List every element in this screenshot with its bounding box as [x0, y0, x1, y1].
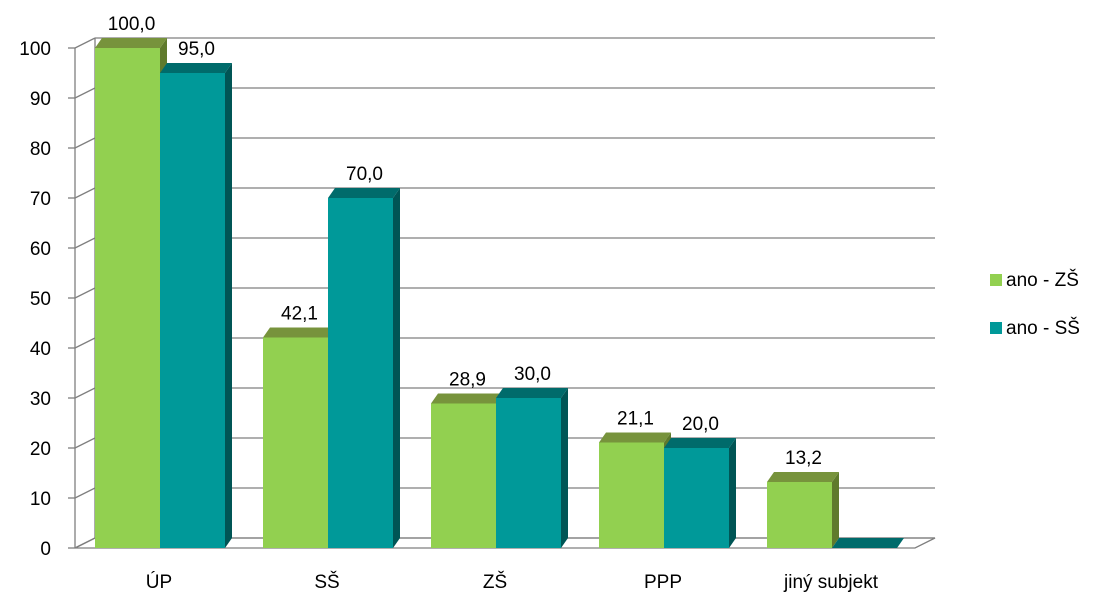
bar-top — [767, 472, 839, 482]
data-label-ano-zs-up: 100,0 — [108, 14, 156, 35]
bar-ano-ss-ppp — [664, 438, 736, 548]
gridline-depth — [74, 487, 96, 499]
legend-label: ano - ZŠ — [1006, 269, 1079, 291]
x-tick-label: ÚP — [146, 571, 172, 593]
y-tick-label: 80 — [30, 139, 51, 160]
legend: ano - ZŠ ano - SŠ — [990, 269, 1080, 339]
data-label-ano-ss-zs: 30,0 — [514, 364, 551, 385]
bar-ano-ss-ss — [328, 188, 400, 548]
data-label-ano-zs-jiny-subjekt: 13,2 — [785, 448, 822, 469]
bar-top — [496, 388, 568, 398]
bar-top — [95, 38, 167, 48]
gridline-depth — [74, 87, 96, 99]
bar-side — [729, 438, 736, 548]
bar-side — [561, 388, 568, 548]
bar-front — [496, 398, 561, 548]
y-tick-label: 60 — [30, 239, 51, 260]
legend-label: ano - SŠ — [1006, 317, 1080, 339]
bar-top — [328, 188, 400, 198]
bar-ano-zs-zs — [431, 393, 503, 548]
data-label-ano-ss-ppp: 20,0 — [682, 414, 719, 435]
legend-swatch — [990, 322, 1002, 334]
y-tick-label: 70 — [30, 189, 51, 210]
bar-front — [767, 482, 832, 548]
bar-top — [160, 63, 232, 73]
y-tick-label: 50 — [30, 289, 51, 310]
gridline-depth — [74, 437, 96, 449]
bar-side — [832, 472, 839, 548]
y-tick-label: 20 — [30, 439, 51, 460]
legend-swatch — [990, 274, 1002, 286]
legend-item-ano-ss: ano - SŠ — [990, 317, 1080, 339]
bar-ano-zs-ss — [263, 327, 335, 548]
bar-top — [664, 438, 736, 448]
bar-front — [664, 448, 729, 548]
bar-front — [431, 403, 496, 548]
data-label-ano-zs-ss: 42,1 — [281, 304, 318, 325]
bar-ano-ss-zs — [496, 388, 568, 548]
y-tick-label: 40 — [30, 339, 51, 360]
bar-top — [599, 432, 671, 443]
y-tick-label: 10 — [30, 489, 51, 510]
x-tick-label: jiný subjekt — [783, 572, 879, 593]
data-label-ano-ss-ss: 70,0 — [346, 164, 383, 185]
bar-front — [599, 442, 664, 548]
data-label-ano-zs-ppp: 21,1 — [617, 409, 654, 430]
gridline-depth — [74, 187, 96, 199]
data-label-ano-zs-zs: 28,9 — [449, 370, 486, 391]
bar-front — [263, 337, 328, 548]
gridline-depth — [74, 137, 96, 149]
bar-top — [263, 327, 335, 338]
x-tick-label: PPP — [644, 572, 682, 593]
data-label-ano-ss-up: 95,0 — [178, 39, 215, 60]
bar-side — [225, 63, 232, 548]
bar-side — [393, 188, 400, 548]
bar-top — [431, 393, 503, 404]
gridline-depth — [74, 237, 96, 249]
bar-ano-zs-up — [95, 38, 167, 548]
bar-ano-zs-jiny-subjekt — [767, 472, 839, 548]
bar-front — [160, 73, 225, 548]
y-tick-label: 100 — [19, 39, 51, 60]
gridline-depth — [74, 287, 96, 299]
bar-ano-zs-ppp — [599, 432, 671, 548]
data-labels: 100,0 95,0 42,1 70,0 28,9 30,0 21,1 20,0 13,2 — [108, 14, 822, 469]
bars — [95, 38, 904, 548]
x-tick-label: SŠ — [314, 571, 339, 593]
bar-front — [328, 198, 393, 548]
bar-top — [832, 538, 904, 548]
bar-ano-ss-jiny-subjekt — [832, 538, 904, 548]
x-tick-label: ZŠ — [483, 571, 507, 593]
gridline-depth — [74, 337, 96, 349]
y-tick-label: 0 — [40, 539, 51, 560]
y-tick-label: 30 — [30, 389, 51, 410]
gridline-depth — [74, 387, 96, 399]
gridline-depth — [74, 37, 96, 49]
bar-front — [95, 48, 160, 548]
legend-item-ano-zs: ano - ZŠ — [990, 269, 1079, 291]
bar-ano-ss-up — [160, 63, 232, 548]
y-tick-label: 90 — [30, 89, 51, 110]
